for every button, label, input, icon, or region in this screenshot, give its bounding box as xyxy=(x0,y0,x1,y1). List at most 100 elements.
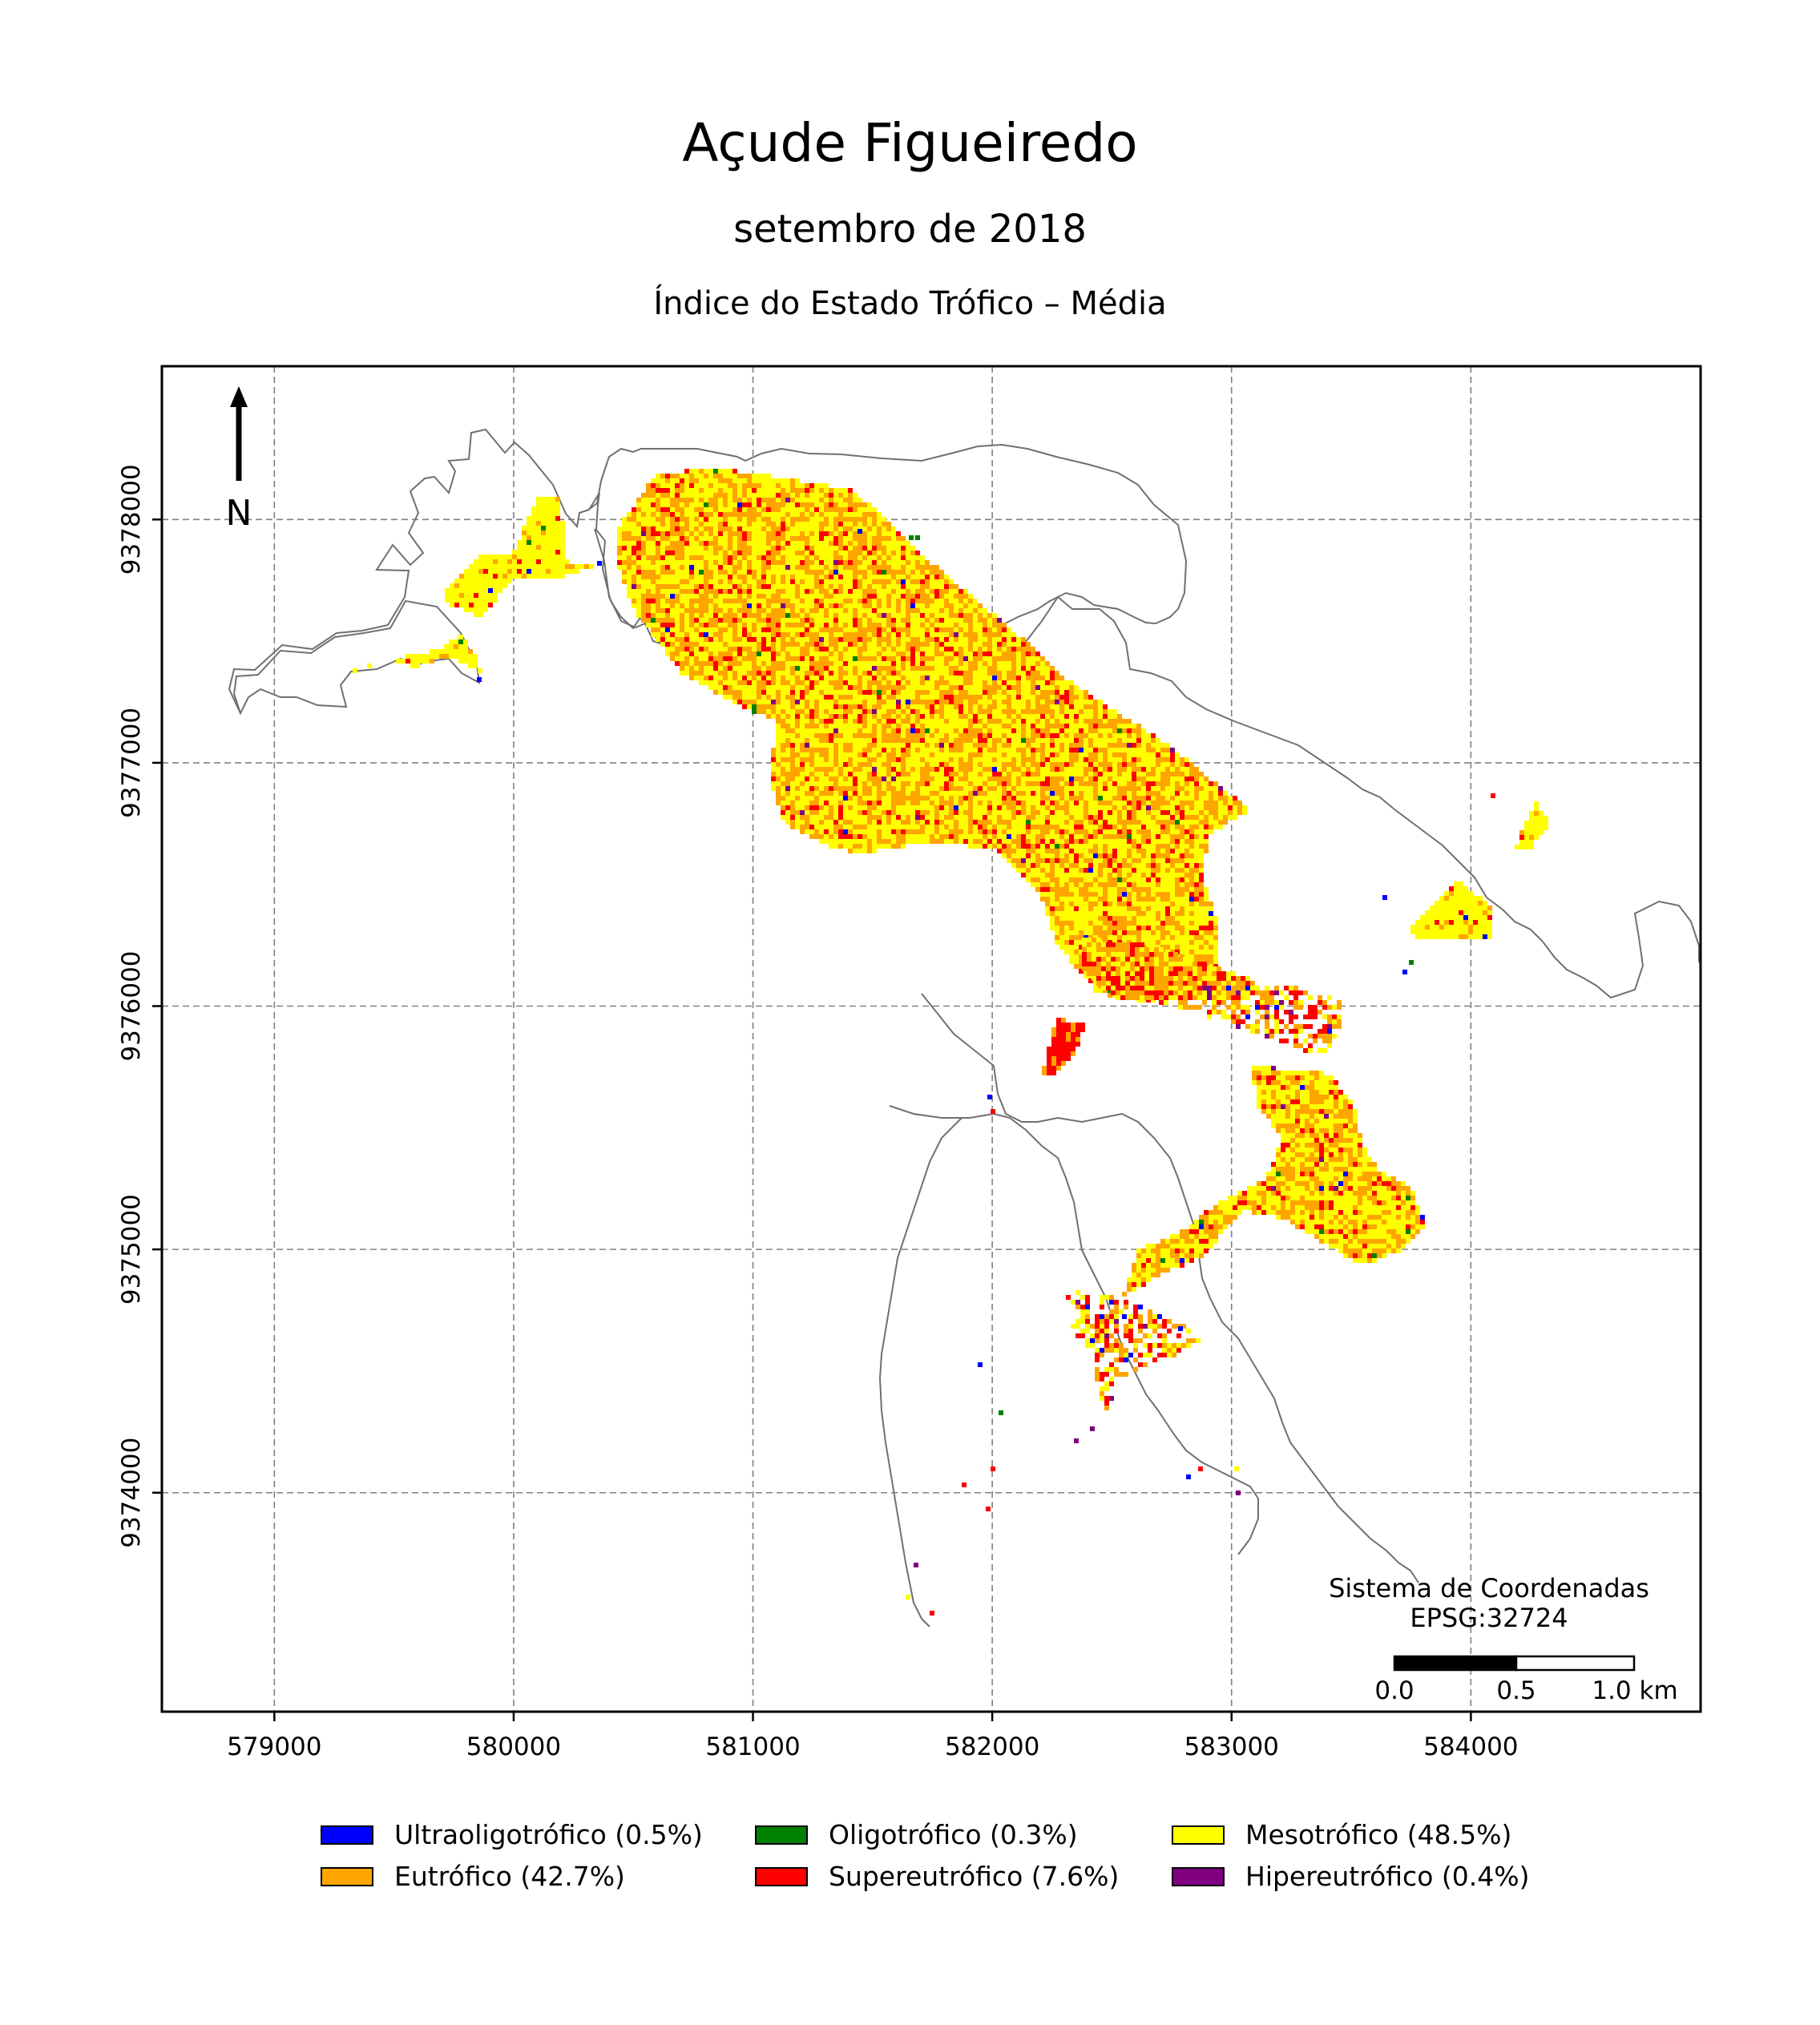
trophic-pixel-3206 xyxy=(824,685,829,690)
trophic-pixel-4750 xyxy=(973,777,978,781)
trophic-pixel-372 xyxy=(675,478,680,483)
trophic-pixel-455 xyxy=(737,488,742,493)
trophic-pixel-1624 xyxy=(752,584,757,589)
trophic-pixel-4136 xyxy=(934,743,939,748)
trophic-pixel-3921 xyxy=(1035,728,1040,733)
trophic-pixel-1785 xyxy=(853,594,858,599)
trophic-pixel-860 xyxy=(737,526,742,531)
trophic-pixel-3804 xyxy=(838,724,843,728)
trophic-pixel-697 xyxy=(752,512,757,517)
trophic-pixel-2465 xyxy=(949,637,954,642)
trophic-pixel-584 xyxy=(699,502,704,507)
trophic-pixel-2967 xyxy=(776,671,781,676)
trophic-pixel-3445 xyxy=(882,700,886,704)
trophic-pixel-2848 xyxy=(949,661,954,666)
trophic-pixel-249 xyxy=(522,574,527,579)
trophic-pixel-624 xyxy=(651,507,656,512)
trophic-pixel-1752 xyxy=(694,594,699,599)
trophic-pixel-2260 xyxy=(684,627,689,632)
trophic-pixel-1776 xyxy=(809,594,814,599)
trophic-pixel-345 xyxy=(665,474,670,478)
trophic-pixel-3362 xyxy=(843,695,848,700)
trophic-pixel-2830 xyxy=(862,661,867,666)
trophic-pixel-2127 xyxy=(757,618,761,623)
trophic-pixel-3421 xyxy=(766,700,771,704)
trophic-pixel-1040 xyxy=(752,541,757,546)
trophic-pixel-4939 xyxy=(997,786,1002,791)
trophic-pixel-4701 xyxy=(1170,772,1175,777)
trophic-pixel-1787 xyxy=(862,594,867,599)
trophic-pixel-4603 xyxy=(1127,767,1132,772)
trophic-pixel-3326 xyxy=(1035,690,1040,695)
trophic-pixel-1434 xyxy=(814,570,819,575)
trophic-pixel-4265 xyxy=(1156,748,1160,752)
trophic-pixel-1473 xyxy=(680,575,684,579)
trophic-pixel-1197 xyxy=(915,551,920,555)
trophic-pixel-1226 xyxy=(752,555,757,560)
trophic-pixel-3887 xyxy=(872,728,877,733)
trophic-pixel-4177 xyxy=(1132,743,1136,748)
trophic-pixel-481 xyxy=(651,493,656,498)
trophic-pixel-4117 xyxy=(843,743,848,748)
trophic-pixel-153 xyxy=(502,555,507,559)
trophic-pixel-2333 xyxy=(675,632,680,637)
trophic-pixel-2181 xyxy=(660,623,665,627)
trophic-pixel-3757 xyxy=(968,719,973,724)
trophic-pixel-3949 xyxy=(800,733,805,738)
trophic-pixel-3429 xyxy=(805,700,809,704)
trophic-pixel-2035 xyxy=(670,613,675,618)
trophic-pixel-4784 xyxy=(1136,777,1141,781)
trophic-pixel-4819 xyxy=(867,781,872,786)
trophic-pixel-4670 xyxy=(1021,772,1026,777)
trophic-pixel-4816 xyxy=(853,781,858,786)
trophic-pixel-3764 xyxy=(1002,719,1007,724)
trophic-pixel-217 xyxy=(488,569,493,574)
trophic-pixel-2659 xyxy=(781,651,785,656)
trophic-pixel-1313 xyxy=(862,560,867,565)
trophic-pixel-2894 xyxy=(800,666,805,671)
trophic-pixel-2591 xyxy=(824,647,829,651)
trophic-pixel-2077 xyxy=(872,613,877,618)
trophic-pixel-475 xyxy=(833,488,838,493)
trophic-pixel-4922 xyxy=(915,786,920,791)
trophic-pixel-4080 xyxy=(1050,738,1055,743)
trophic-pixel-2173 xyxy=(978,618,983,623)
trophic-pixel-1210 xyxy=(675,555,680,560)
trophic-pixel-2099 xyxy=(978,613,983,618)
trophic-pixel-2661 xyxy=(790,651,795,656)
trophic-pixel-1195 xyxy=(906,551,910,555)
trophic-pixel-1190 xyxy=(882,551,886,555)
trophic-pixel-2291 xyxy=(833,627,838,632)
trophic-pixel-3890 xyxy=(886,728,891,733)
trophic-pixel-3630 xyxy=(1055,709,1059,714)
trophic-pixel-1524 xyxy=(925,575,930,579)
trophic-pixel-4486 xyxy=(987,762,992,767)
trophic-pixel-2608 xyxy=(906,647,910,651)
trophic-pixel-2355 xyxy=(781,632,785,637)
trophic-pixel-4969 xyxy=(1141,786,1146,791)
trophic-pixel-4144 xyxy=(973,743,978,748)
trophic-pixel-3004 xyxy=(954,671,958,676)
trophic-pixel-3236 xyxy=(968,685,973,690)
trophic-pixel-4233 xyxy=(1002,748,1007,752)
trophic-pixel-1951 xyxy=(963,603,968,608)
trophic-pixel-3019 xyxy=(1026,671,1031,676)
trophic-pixel-1709 xyxy=(829,589,833,594)
trophic-pixel-848 xyxy=(680,526,684,531)
trophic-pixel-128 xyxy=(522,545,527,550)
trophic-pixel-3486 xyxy=(1079,700,1084,704)
trophic-pixel-1259 xyxy=(910,555,915,560)
trophic-pixel-4403 xyxy=(1007,757,1011,762)
trophic-pixel-312 xyxy=(478,598,483,603)
trophic-pixel-1344 xyxy=(699,565,704,570)
trophic-pixel-4192 xyxy=(805,748,809,752)
trophic-pixel-437 xyxy=(651,488,656,493)
trophic-pixel-457 xyxy=(747,488,752,493)
trophic-pixel-4746 xyxy=(954,777,958,781)
trophic-pixel-47 xyxy=(410,664,415,668)
trophic-pixel-1466 xyxy=(646,575,651,579)
trophic-pixel-2284 xyxy=(800,627,805,632)
trophic-pixel-4936 xyxy=(983,786,987,791)
trophic-pixel-2888 xyxy=(771,666,776,671)
trophic-pixel-4730 xyxy=(877,777,882,781)
